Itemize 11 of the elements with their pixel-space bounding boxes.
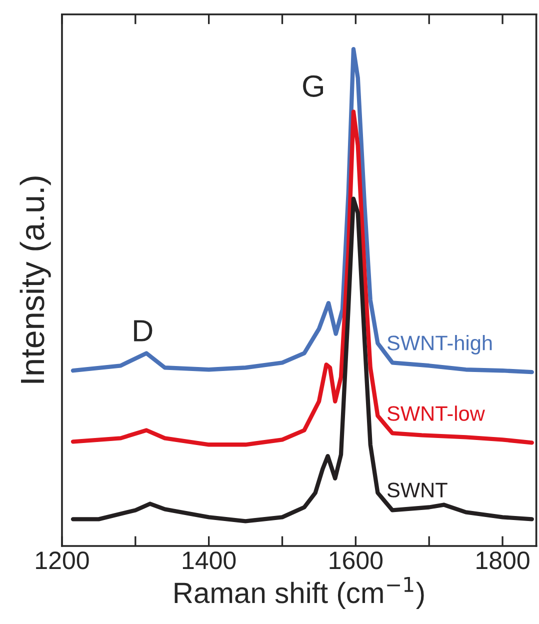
annotation: D xyxy=(134,320,152,342)
series-label: SWNT-high xyxy=(387,335,492,354)
x-tick-label: 1400 xyxy=(182,552,236,570)
series-label: SWNT xyxy=(387,482,448,498)
x-axis-title: Raman shift (cm$^{−1}$) xyxy=(174,576,424,610)
annotation: G xyxy=(303,75,323,97)
x-tick-label: 1200 xyxy=(36,552,89,570)
x-tick-label: 1800 xyxy=(476,552,530,570)
series-label: SWNT-low xyxy=(387,406,485,421)
x-tick-label: 1600 xyxy=(330,552,383,570)
y-axis-title: Intensity (a.u.) xyxy=(20,176,51,383)
